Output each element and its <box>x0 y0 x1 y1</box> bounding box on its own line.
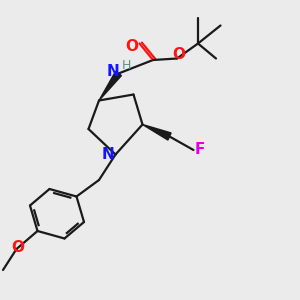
Text: N: N <box>102 147 114 162</box>
Text: N: N <box>107 64 119 80</box>
Polygon shape <box>142 124 171 140</box>
Text: O: O <box>172 47 185 62</box>
Polygon shape <box>99 71 122 100</box>
Text: H: H <box>121 58 131 72</box>
Text: O: O <box>11 240 25 255</box>
Text: F: F <box>195 142 205 157</box>
Text: O: O <box>125 39 139 54</box>
